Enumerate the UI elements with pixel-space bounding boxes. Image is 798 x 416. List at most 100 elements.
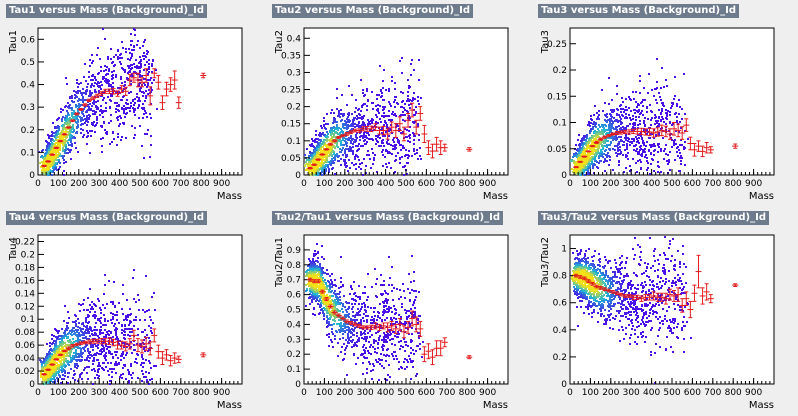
density-cell xyxy=(104,65,106,67)
density-cell xyxy=(70,149,72,151)
density-cell xyxy=(625,139,627,141)
density-cell xyxy=(356,150,358,152)
density-cell xyxy=(396,102,398,104)
y-tick-label: 0.2 xyxy=(553,66,567,76)
y-tick-label: 0.25 xyxy=(547,40,567,50)
density-cell xyxy=(592,144,594,146)
density-cell xyxy=(334,118,336,120)
density-cell xyxy=(610,118,612,120)
density-cell xyxy=(87,121,89,123)
density-cell xyxy=(136,65,138,67)
density-cell xyxy=(59,135,61,137)
density-cell xyxy=(408,100,410,102)
density-cell xyxy=(373,157,375,159)
density-cell xyxy=(654,123,656,125)
density-cell xyxy=(603,153,605,155)
density-cell xyxy=(612,139,614,141)
density-cell xyxy=(646,141,648,143)
density-cell xyxy=(658,134,660,136)
density-cell xyxy=(628,96,630,98)
density-cloud xyxy=(39,269,157,385)
density-cell xyxy=(121,67,123,69)
density-cell xyxy=(626,125,628,127)
density-cell xyxy=(415,112,417,114)
density-cell xyxy=(134,34,136,36)
density-cell xyxy=(108,68,110,70)
chart-svg: 0 100 200 300 400 500 600 700 800 90000.10.20.30.… xyxy=(8,27,243,202)
density-cell xyxy=(80,132,82,134)
density-cell xyxy=(377,104,379,106)
density-cell xyxy=(59,155,61,157)
density-cell xyxy=(305,161,307,163)
density-cell xyxy=(593,131,595,133)
density-cell xyxy=(90,346,92,348)
density-cell xyxy=(105,102,107,104)
x-axis: 0 100 200 300 400 500 600 700 800 900 xyxy=(567,169,775,189)
density-cell xyxy=(593,121,595,123)
density-cell xyxy=(58,159,60,161)
density-cell xyxy=(57,136,59,138)
density-cell xyxy=(591,161,593,163)
density-cell xyxy=(361,105,363,107)
density-cell xyxy=(73,111,75,113)
density-cell xyxy=(324,167,326,169)
density-cell xyxy=(111,78,113,80)
density-cell xyxy=(594,138,596,140)
density-cell xyxy=(638,109,640,111)
density-cell xyxy=(642,99,644,101)
density-cell xyxy=(127,78,129,80)
density-cell xyxy=(108,122,110,124)
density-cell xyxy=(379,129,381,131)
density-cell xyxy=(306,163,308,165)
density-cell xyxy=(658,132,660,134)
density-cell xyxy=(400,132,402,134)
density-cell xyxy=(586,142,588,144)
density-cell xyxy=(56,130,58,132)
density-cell xyxy=(46,171,48,173)
density-cell xyxy=(89,152,91,154)
density-cell xyxy=(76,127,78,129)
density-cell xyxy=(633,140,635,142)
density-cell xyxy=(349,167,351,169)
density-cell xyxy=(635,162,637,164)
density-cell xyxy=(334,142,336,144)
density-cell xyxy=(632,126,634,128)
density-cell xyxy=(82,119,84,121)
density-cell xyxy=(663,121,665,123)
density-cell xyxy=(53,169,55,171)
density-cell xyxy=(145,112,147,114)
density-cell xyxy=(109,368,111,370)
density-cell xyxy=(311,157,313,159)
density-cell xyxy=(42,149,44,151)
density-cell xyxy=(41,161,43,163)
density-cell xyxy=(359,163,361,165)
density-cell xyxy=(147,93,149,95)
density-cell xyxy=(626,148,628,150)
density-cell xyxy=(134,102,136,104)
density-cell xyxy=(323,117,325,119)
density-cell xyxy=(585,169,587,171)
density-cell xyxy=(673,98,675,100)
density-cell xyxy=(368,134,370,136)
x-tick-label: 0 xyxy=(35,179,41,189)
density-cell xyxy=(417,125,419,127)
density-cell xyxy=(629,144,631,146)
density-cell xyxy=(327,123,329,125)
density-cell xyxy=(609,113,611,115)
density-cell xyxy=(365,135,367,137)
density-cell xyxy=(309,170,311,172)
density-cell xyxy=(77,151,79,153)
density-cell xyxy=(338,112,340,114)
density-cell xyxy=(326,131,328,133)
density-cell xyxy=(363,115,365,117)
density-cell xyxy=(330,164,332,166)
density-cell xyxy=(608,132,610,134)
density-cell xyxy=(658,125,660,127)
density-cell xyxy=(50,152,52,154)
density-cell xyxy=(579,145,581,147)
density-cell xyxy=(596,131,598,133)
density-cell xyxy=(46,167,48,169)
density-cell xyxy=(619,128,621,130)
density-cell xyxy=(135,59,137,61)
density-cell xyxy=(373,129,375,131)
